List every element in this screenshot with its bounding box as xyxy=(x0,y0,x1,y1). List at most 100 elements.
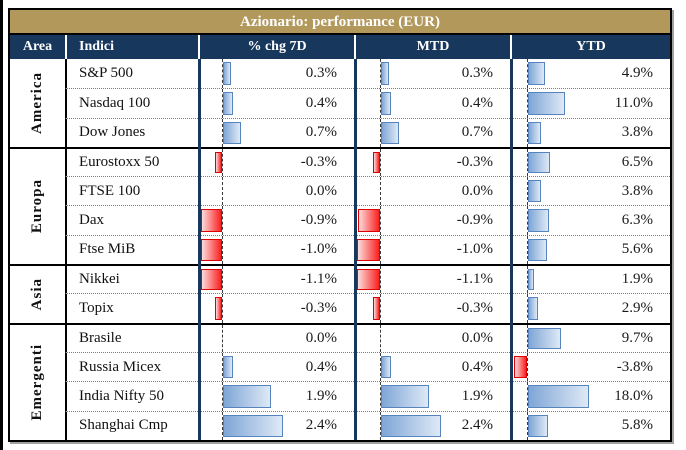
data-bar xyxy=(528,269,535,291)
index-cell: FTSE 100 xyxy=(65,176,198,206)
column-separator xyxy=(354,59,357,440)
area-cell: Asia xyxy=(10,264,65,323)
header-indici: Indici xyxy=(65,35,198,59)
area-label: Asia xyxy=(29,278,45,311)
value-mtd: -0.9% xyxy=(456,212,493,229)
bar-cell-ytd: 9.7% xyxy=(510,322,670,352)
zero-axis-line xyxy=(527,206,528,235)
value-ytd: -3.8% xyxy=(616,358,653,375)
zero-axis-line xyxy=(527,59,528,89)
bar-cell-chg7d: 1.9% xyxy=(198,381,354,411)
index-cell: Eurostoxx 50 xyxy=(65,146,198,177)
zero-axis-line xyxy=(527,148,528,177)
zero-axis-line xyxy=(222,148,223,177)
zero-axis-line xyxy=(527,266,528,294)
data-bar xyxy=(223,92,233,115)
index-cell: Nikkei xyxy=(65,264,198,294)
bar-cell-ytd: 1.9% xyxy=(510,264,670,294)
data-bar xyxy=(528,238,548,262)
header-chg7d: % chg 7D xyxy=(198,35,354,59)
index-label: Nasdaq 100 xyxy=(79,94,151,111)
zero-axis-line xyxy=(527,294,528,323)
zero-axis-line xyxy=(222,89,223,118)
value-mtd: 0.0% xyxy=(461,182,493,199)
data-bar xyxy=(528,414,548,437)
data-bar xyxy=(214,151,222,174)
data-bar xyxy=(372,151,380,174)
index-label: S&P 500 xyxy=(79,65,134,82)
index-label: Ftse MiB xyxy=(79,241,136,258)
bar-cell-chg7d: -0.3% xyxy=(198,293,354,323)
zero-axis-line xyxy=(527,177,528,206)
data-bar xyxy=(514,355,527,379)
data-bar xyxy=(528,385,590,408)
header-ytd: YTD xyxy=(510,35,670,59)
zero-axis-line xyxy=(380,235,381,265)
zero-axis-line xyxy=(527,411,528,440)
value-chg7d: -1.0% xyxy=(300,241,337,258)
data-bar xyxy=(381,121,399,144)
value-mtd: 2.4% xyxy=(461,417,493,434)
index-label: Eurostoxx 50 xyxy=(79,154,160,171)
zero-axis-line xyxy=(527,235,528,265)
data-bar xyxy=(223,385,271,408)
bar-cell-ytd: -3.8% xyxy=(510,351,670,382)
data-bar xyxy=(381,62,389,86)
table-title: Azionario: performance (EUR) xyxy=(10,10,670,35)
value-mtd: 0.4% xyxy=(461,358,493,375)
zero-axis-line xyxy=(380,266,381,294)
zero-axis-line xyxy=(380,324,381,352)
value-chg7d: -1.1% xyxy=(300,271,337,288)
area-label: Europa xyxy=(29,179,45,234)
index-label: Shanghai Cmp xyxy=(79,417,168,434)
bar-cell-chg7d: 0.3% xyxy=(198,59,354,89)
data-bar xyxy=(381,355,391,379)
zero-axis-line xyxy=(527,89,528,118)
data-bar xyxy=(528,121,541,144)
zero-axis-line xyxy=(380,118,381,147)
zero-axis-line xyxy=(380,352,381,382)
value-ytd: 11.0% xyxy=(614,94,653,111)
index-cell: Dax xyxy=(65,205,198,235)
zero-axis-line xyxy=(222,411,223,440)
value-mtd: -0.3% xyxy=(456,300,493,317)
bar-cell-chg7d: 2.4% xyxy=(198,410,354,440)
value-chg7d: 0.0% xyxy=(305,182,337,199)
column-separator xyxy=(510,59,513,440)
index-label: Dax xyxy=(79,212,104,229)
data-bar xyxy=(223,62,231,86)
bar-cell-chg7d: -1.0% xyxy=(198,234,354,265)
value-chg7d: 1.9% xyxy=(305,387,337,404)
zero-axis-line xyxy=(222,266,223,294)
index-label: Dow Jones xyxy=(79,124,146,141)
bar-cell-ytd: 4.9% xyxy=(510,59,670,89)
index-label: Topix xyxy=(79,300,114,317)
data-bar xyxy=(201,209,222,232)
index-cell: Ftse MiB xyxy=(65,234,198,265)
bar-cell-mtd: 0.4% xyxy=(354,88,510,118)
data-bar xyxy=(528,151,551,174)
index-label: Nikkei xyxy=(79,271,120,288)
bar-cell-ytd: 3.8% xyxy=(510,176,670,206)
bar-cell-ytd: 2.9% xyxy=(510,293,670,323)
index-label: Brasile xyxy=(79,329,122,346)
data-bar xyxy=(381,385,429,408)
bar-cell-mtd: -1.1% xyxy=(354,264,510,294)
zero-axis-line xyxy=(527,382,528,411)
bar-cell-chg7d: -0.9% xyxy=(198,205,354,235)
data-bar xyxy=(357,238,380,262)
zero-axis-line xyxy=(380,59,381,89)
zero-axis-line xyxy=(380,294,381,323)
zero-axis-line xyxy=(222,324,223,352)
value-ytd: 2.9% xyxy=(621,300,653,317)
table-header: Area Indici % chg 7D MTD YTD xyxy=(10,35,670,59)
bar-cell-mtd: 0.7% xyxy=(354,117,510,147)
zero-axis-line xyxy=(222,294,223,323)
value-chg7d: -0.3% xyxy=(300,154,337,171)
value-mtd: 0.4% xyxy=(461,94,493,111)
zero-axis-line xyxy=(222,206,223,235)
data-bar xyxy=(528,92,566,115)
zero-axis-line xyxy=(527,352,528,382)
index-cell: Topix xyxy=(65,293,198,323)
